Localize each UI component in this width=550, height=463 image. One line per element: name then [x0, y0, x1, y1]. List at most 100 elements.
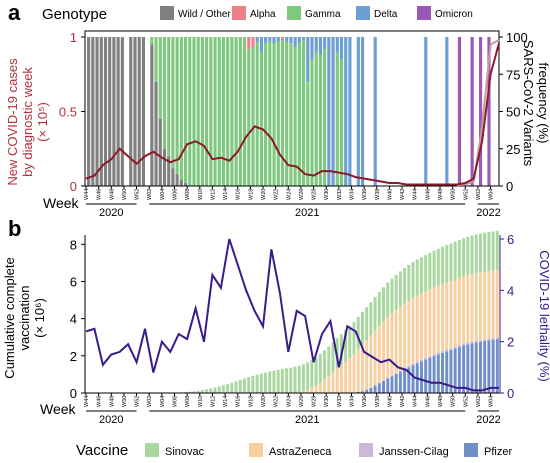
freq-tail-line — [456, 39, 500, 187]
week-tick-label: W20 — [261, 396, 267, 407]
variant-bar — [192, 37, 196, 186]
vaccination-bar-segment-astrazeneca — [453, 279, 457, 347]
a-yright-tick-label: 100 — [506, 30, 528, 45]
week-tick-label: W28 — [312, 189, 318, 200]
vaccination-bar-segment-sinovac — [242, 378, 246, 393]
vaccination-bar-segment-sinovac — [289, 367, 293, 393]
variant-bar-segment-wild — [91, 37, 95, 186]
variant-bar-segment-delta — [289, 37, 293, 43]
vaccination-bar — [234, 381, 238, 393]
variant-bar — [339, 37, 344, 186]
vaccination-bar-segment-astrazeneca — [310, 387, 314, 393]
vaccination-bar-segment-astrazeneca — [457, 277, 461, 346]
variant-bar-segment-omicron — [487, 37, 491, 186]
vaccination-bar-segment-sinovac — [310, 359, 314, 388]
week-tick-label: W28 — [312, 396, 318, 407]
vaccination-bar-segment-sinovac — [432, 250, 436, 288]
variant-bar-segment-gamma — [167, 37, 171, 157]
variant-bar — [251, 37, 255, 187]
week-tick-label: W30 — [324, 189, 330, 200]
vaccination-bar — [478, 233, 482, 393]
week-tick-label: W48 — [109, 396, 115, 407]
vaccination-bar-segment-sinovac — [272, 370, 276, 393]
year-label: 2021 — [295, 414, 319, 426]
vaccination-bar-segment-pfizer — [436, 354, 440, 393]
vaccination-bar-segment-astrazeneca — [474, 273, 478, 341]
week-tick-label: W26 — [299, 396, 305, 407]
week-tick-label: W04 — [489, 189, 495, 200]
variant-bar-segment-delta — [335, 37, 339, 52]
variant-bar — [120, 37, 124, 186]
vaccination-bar — [314, 357, 318, 393]
vaccination-bar-segment-sinovac — [318, 353, 322, 383]
week-tick-label: W14 — [223, 189, 229, 200]
year-label: 2020 — [99, 414, 123, 426]
vaccination-bar — [301, 364, 305, 393]
vaccination-bar-segment-sinovac — [344, 330, 348, 362]
week-tick-label: W20 — [261, 189, 267, 200]
year-label: 2021 — [295, 207, 319, 219]
vaccination-bar-segment-pfizer — [411, 365, 415, 393]
variant-bar — [301, 37, 306, 187]
variant-bar — [87, 37, 91, 186]
week-tick-label: W52 — [463, 396, 469, 407]
variant-bar-segment-wild — [108, 37, 112, 186]
week-tick-label: W46 — [425, 189, 431, 200]
vaccination-bar-segment-janssen — [386, 377, 390, 379]
legend-a-swatch — [417, 6, 431, 20]
legend-a-item: Delta — [356, 6, 398, 20]
variant-bar-segment-alpha — [280, 37, 285, 40]
vaccination-bar-segment-sinovac — [293, 366, 297, 393]
vaccination-bar-segment-sinovac — [474, 234, 478, 274]
week-tick-label: W42 — [400, 396, 406, 407]
vaccination-bar-segment-janssen — [466, 342, 470, 345]
variant-bar-segment-delta — [276, 37, 280, 42]
variant-bar-segment-wild — [167, 156, 171, 186]
variant-bar-segment-delta — [331, 37, 335, 186]
vaccination-bar-segment-astrazeneca — [449, 281, 453, 349]
variant-bar-segment-gamma — [179, 37, 183, 181]
vaccination-bar-segment-pfizer — [377, 383, 381, 393]
vaccination-bar — [268, 371, 272, 393]
chart-a-x-title: Week — [43, 195, 80, 211]
vaccination-bar-segment-janssen — [478, 339, 482, 342]
variant-bar — [108, 37, 112, 186]
week-tick-label: W02 — [476, 396, 482, 407]
variant-bar — [280, 37, 285, 187]
vaccination-bar-segment-janssen — [445, 349, 449, 352]
vaccination-bar-segment-sinovac — [280, 368, 284, 393]
vaccination-bar-segment-astrazeneca — [407, 300, 411, 366]
variant-bar — [306, 37, 310, 186]
b-yright-tick-label: 2 — [507, 335, 514, 350]
variant-bar-segment-delta — [268, 37, 272, 42]
variant-bar-segment-gamma — [276, 41, 280, 186]
vaccination-bar-segment-janssen — [462, 343, 466, 346]
vaccination-bar-segment-sinovac — [339, 334, 343, 366]
variant-bar — [234, 37, 238, 186]
vaccination-bar — [491, 231, 495, 393]
vaccination-bar — [365, 307, 369, 393]
vaccination-bar-segment-pfizer — [365, 389, 369, 393]
vaccination-bar-segment-sinovac — [264, 372, 267, 393]
variant-bar-segment-gamma — [289, 42, 293, 187]
variant-bar-segment-gamma — [251, 47, 255, 187]
variant-bar — [162, 37, 167, 186]
variant-bar — [213, 37, 217, 186]
vaccination-bar-segment-astrazeneca — [306, 389, 310, 393]
legend-a-item: Wild / Other — [160, 6, 231, 20]
panel-label-b: b — [8, 216, 21, 241]
variant-bar-segment-gamma — [238, 37, 242, 186]
vaccination-bar — [352, 321, 356, 393]
variant-bar-segment-gamma — [301, 39, 306, 187]
vaccination-bar-segment-janssen — [436, 352, 440, 355]
variant-bar-segment-gamma — [217, 37, 221, 186]
variant-bar — [112, 37, 116, 186]
vaccination-bar — [411, 261, 415, 393]
variant-bar-segment-delta — [327, 37, 331, 186]
vaccination-bar — [390, 278, 394, 393]
variant-bar — [424, 37, 428, 186]
week-tick-label: W02 — [147, 189, 153, 200]
variant-bar-segment-wild — [158, 118, 162, 186]
legend-a-swatch — [160, 6, 174, 20]
variant-bar-segment-delta — [314, 37, 318, 52]
